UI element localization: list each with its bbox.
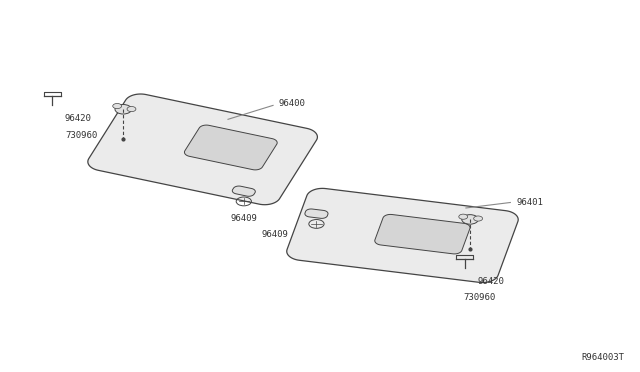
Text: 96409: 96409 (230, 214, 257, 223)
Text: 96400: 96400 (279, 99, 306, 108)
Text: 96409: 96409 (262, 230, 289, 240)
Circle shape (127, 106, 136, 112)
Polygon shape (88, 94, 317, 205)
Circle shape (113, 103, 122, 109)
Circle shape (115, 105, 131, 114)
Polygon shape (184, 125, 277, 170)
Text: 96401: 96401 (516, 198, 543, 207)
Polygon shape (305, 209, 328, 218)
Polygon shape (232, 186, 255, 196)
Text: 730960: 730960 (65, 131, 97, 140)
Text: 730960: 730960 (463, 293, 495, 302)
Circle shape (459, 214, 468, 219)
Polygon shape (375, 214, 470, 254)
Circle shape (461, 215, 478, 224)
Polygon shape (287, 188, 518, 283)
Text: 96420: 96420 (65, 114, 92, 123)
Text: 96420: 96420 (477, 277, 504, 286)
Text: R964003T: R964003T (582, 353, 625, 362)
Circle shape (474, 216, 483, 221)
